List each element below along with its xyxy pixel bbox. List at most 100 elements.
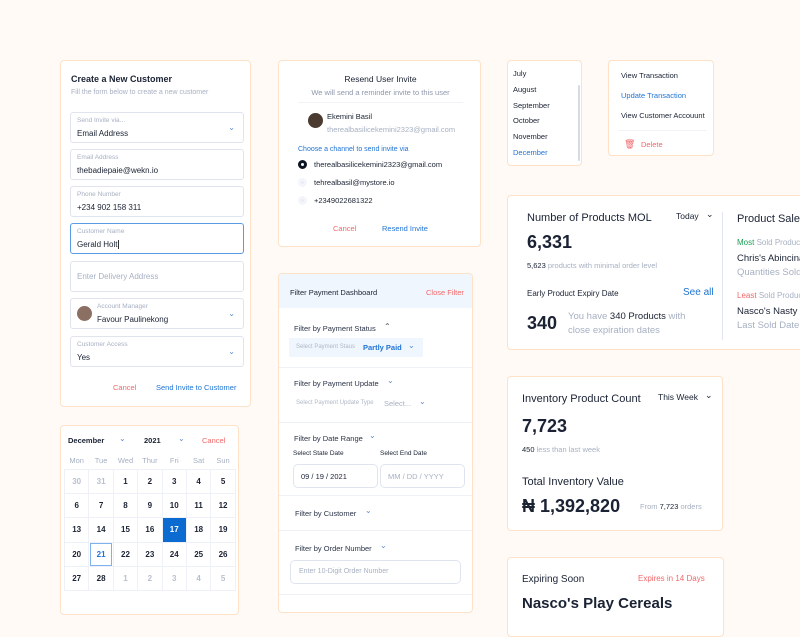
customer-name-field[interactable]: Customer Name Gerald Holt [70, 223, 244, 254]
weekday-label: Sun [216, 455, 230, 465]
month-select[interactable]: December [68, 436, 105, 445]
cancel-button[interactable]: Cancel [333, 224, 357, 233]
divider [279, 367, 472, 368]
calendar-day[interactable]: 4 [185, 566, 212, 592]
cancel-button[interactable]: Cancel [113, 383, 137, 392]
calendar-day[interactable]: 22 [112, 541, 139, 568]
calendar-day[interactable]: 20 [63, 541, 90, 568]
chevron-down-icon: ⌄ [119, 434, 126, 443]
product-name: Nasco's Play Cereals [522, 595, 673, 612]
calendar-day[interactable]: 31 [88, 468, 114, 494]
period-select[interactable]: This Week [658, 392, 698, 402]
cancel-button[interactable]: Cancel [202, 436, 226, 445]
month-option[interactable]: December [513, 148, 548, 157]
payment-status-toggle[interactable]: Filter by Payment Status [294, 324, 376, 333]
mol-sub-count: 5,623 [527, 261, 546, 270]
year-select[interactable]: 2021 [144, 436, 161, 445]
calendar-day[interactable]: 28 [88, 566, 114, 592]
month-option[interactable]: September [513, 100, 550, 110]
calendar-day[interactable]: 26 [210, 541, 236, 568]
month-option[interactable]: August [513, 84, 537, 94]
customer-access-select[interactable]: Customer Access Yes ⌄ [70, 336, 244, 367]
send-invite-select[interactable]: Send Invite via... Email Address ⌄ [70, 112, 244, 143]
calendar-day[interactable]: 10 [161, 492, 187, 519]
divider [279, 530, 472, 531]
calendar-day[interactable]: 30 [63, 468, 90, 494]
menu-item-view-transaction[interactable]: View Transaction [621, 71, 678, 80]
order-number-toggle[interactable]: Filter by Order Number [295, 544, 372, 553]
calendar-day[interactable]: 4 [185, 468, 212, 494]
radio-button[interactable] [298, 196, 307, 205]
text: Sold Product [758, 291, 800, 300]
calendar-day[interactable]: 15 [112, 517, 139, 543]
channel-option[interactable]: tehrealbasil@mystore.io [314, 178, 395, 187]
calendar-day[interactable]: 5 [210, 566, 236, 592]
weekday-label: Tue [94, 455, 108, 465]
weekday-label: Wed [117, 455, 134, 465]
calendar-day[interactable]: 25 [185, 541, 212, 568]
calendar-day[interactable]: 27 [63, 566, 90, 592]
payment-update-toggle[interactable]: Filter by Payment Update [294, 379, 379, 388]
calendar-day[interactable]: 2 [137, 566, 163, 592]
resend-invite-card: Resend User Invite We will send a remind… [278, 60, 481, 247]
channel-option[interactable]: +2349022681322 [314, 196, 373, 205]
delete-button[interactable]: Delete [641, 140, 663, 149]
phone-field[interactable]: Phone Number +234 902 158 311 [70, 186, 244, 217]
order-number-input[interactable]: Enter 10-Digit Order Number [290, 560, 461, 584]
calendar-day[interactable]: 18 [185, 517, 212, 543]
chevron-down-icon: ⌄ [408, 341, 415, 350]
chevron-down-icon: ⌄ [380, 541, 387, 550]
start-date-label: Select State Date [293, 450, 344, 457]
account-manager-select[interactable]: Account Manager Favour Paulinekong ⌄ [70, 298, 244, 329]
calendar-day[interactable]: 2 [137, 468, 163, 494]
calendar-day[interactable]: 13 [63, 517, 90, 543]
field-label: Send Invite via... [77, 117, 126, 124]
radio-button[interactable] [298, 178, 307, 187]
calendar-day[interactable]: 3 [161, 566, 187, 592]
trash-icon: 🗑 [624, 139, 636, 149]
calendar-day[interactable]: 8 [112, 492, 139, 519]
calendar-day[interactable]: 24 [161, 541, 187, 568]
see-all-link[interactable]: See all [683, 287, 714, 298]
date-range-toggle[interactable]: Filter by Date Range [294, 434, 363, 443]
month-option[interactable]: November [513, 132, 548, 142]
channel-option[interactable]: therealbasilicekemini2323@gmail.com [314, 160, 443, 169]
period-select[interactable]: Today [676, 211, 699, 221]
scrollbar[interactable] [578, 85, 580, 161]
card-title: Number of Products MOL [527, 212, 652, 224]
close-filter-button[interactable]: Close Filter [426, 288, 464, 297]
calendar-day[interactable]: 3 [161, 468, 187, 494]
calendar-day[interactable]: 11 [185, 492, 212, 519]
payment-status-select[interactable]: Select Payment Staus Partly Paid ⌄ [289, 338, 423, 357]
month-option[interactable]: July [513, 69, 527, 78]
user-name: Ekemini Basil [327, 112, 373, 121]
customer-toggle[interactable]: Filter by Customer [295, 509, 357, 518]
select-label: Select Payment Update Type [296, 400, 374, 406]
radio-button[interactable] [298, 160, 307, 169]
calendar-day[interactable]: 9 [137, 492, 163, 519]
calendar-day[interactable]: 5 [210, 468, 236, 494]
calendar-day[interactable]: 6 [63, 492, 90, 519]
calendar-day[interactable]: 7 [88, 492, 114, 519]
menu-item-view-customer-account[interactable]: View Customer Accouunt [621, 111, 705, 120]
menu-item-update-transaction[interactable]: Update Transaction [621, 91, 687, 100]
calendar-day[interactable]: 23 [137, 541, 163, 568]
calendar-day[interactable]: 1 [112, 468, 139, 494]
calendar-day[interactable]: 16 [137, 517, 163, 543]
delivery-address-field[interactable]: Enter Delivery Address [70, 261, 244, 292]
card-title: Expiring Soon [522, 574, 585, 585]
calendar-day-selected[interactable]: 17 [161, 517, 187, 543]
calendar-day-today[interactable]: 21 [88, 541, 114, 568]
calendar-day[interactable]: 19 [210, 517, 236, 543]
resend-invite-button[interactable]: Resend Invite [382, 224, 428, 233]
email-field[interactable]: Email Address thebadiepaie@wekn.io [70, 149, 244, 180]
payment-update-select[interactable]: Select... [384, 399, 412, 408]
start-date-input[interactable]: 09 / 19 / 2021 [293, 464, 378, 488]
calendar-day[interactable]: 12 [210, 492, 236, 519]
end-date-input[interactable]: MM / DD / YYYY [380, 464, 465, 488]
month-option[interactable]: October [513, 116, 540, 126]
calendar-day[interactable]: 14 [88, 517, 114, 543]
field-value: Gerald Holt [77, 240, 120, 249]
calendar-day[interactable]: 1 [112, 566, 139, 592]
send-invite-button[interactable]: Send Invite to Customer [156, 383, 237, 392]
